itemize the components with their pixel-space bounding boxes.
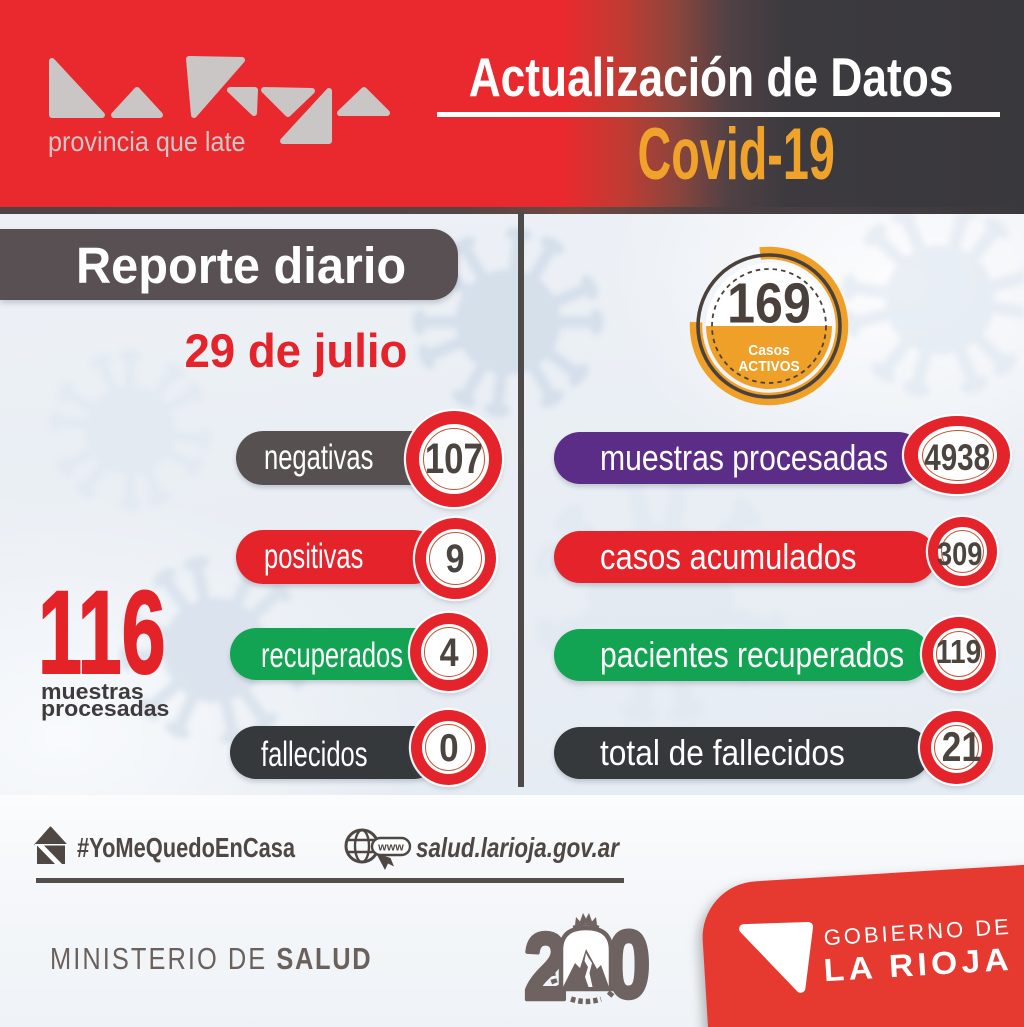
svg-text:169: 169 [727,272,811,336]
svg-text:ACTIVOS: ACTIVOS [738,359,800,376]
svg-text:Casos: Casos [748,343,789,360]
svg-text:www: www [377,842,404,854]
svg-text:0: 0 [607,912,650,1018]
